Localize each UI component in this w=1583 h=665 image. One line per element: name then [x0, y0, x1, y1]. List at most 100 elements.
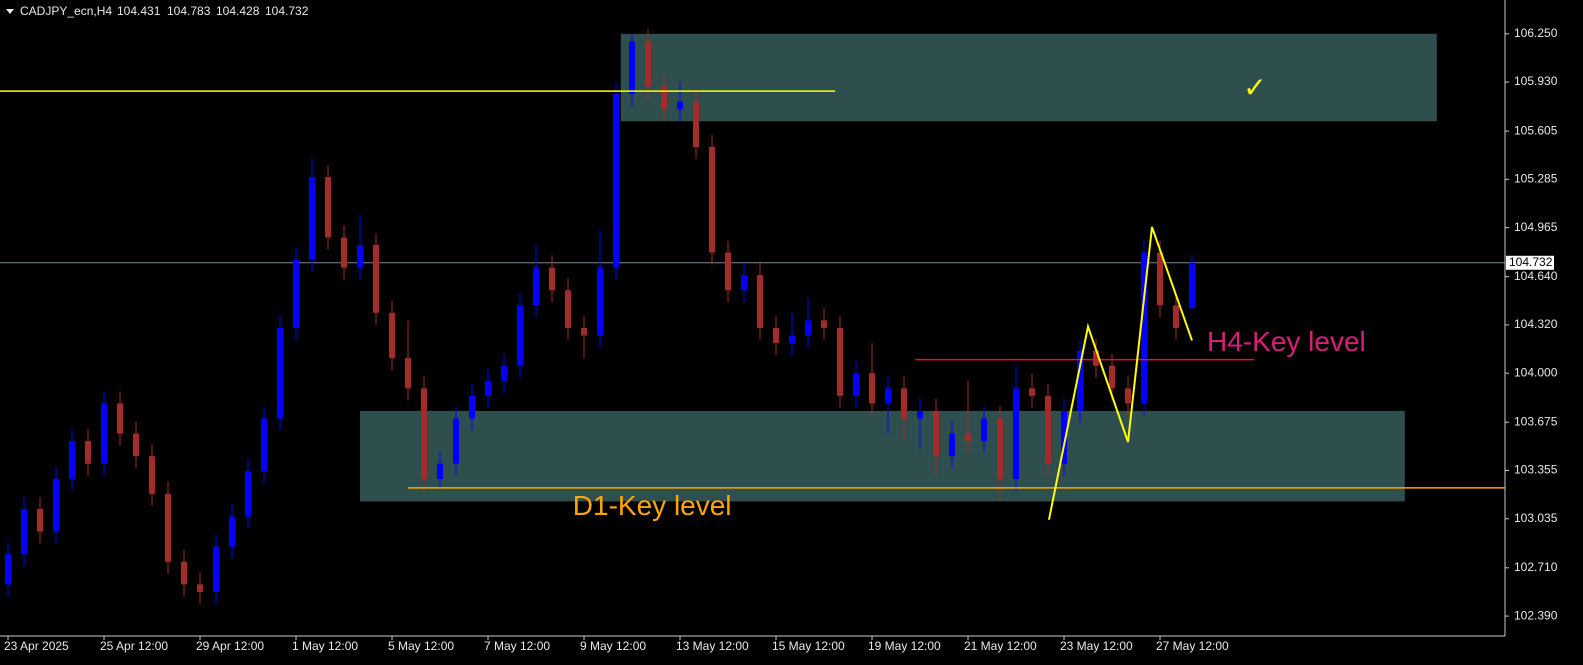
y-tick-label: 104.320: [1514, 317, 1558, 331]
header-low: 104.428: [216, 4, 260, 18]
candle-body: [101, 403, 107, 464]
candle-body: [117, 403, 123, 434]
candle-body: [1125, 388, 1131, 404]
y-tick-label: 102.390: [1514, 608, 1558, 622]
candle-body: [85, 441, 91, 464]
candle-body: [549, 267, 555, 291]
candle-body: [469, 395, 475, 419]
candle-body: [533, 267, 539, 306]
candle-body: [949, 433, 955, 457]
x-tick-label: 23 Apr 2025: [4, 639, 69, 653]
x-tick-label: 1 May 12:00: [292, 639, 358, 653]
x-tick-label: 15 May 12:00: [772, 639, 845, 653]
x-tick-label: 23 May 12:00: [1060, 639, 1133, 653]
annotation-label: ✓: [1243, 72, 1266, 103]
candle-body: [581, 327, 587, 336]
candle-body: [245, 471, 251, 517]
x-tick-label: 9 May 12:00: [580, 639, 646, 653]
candle-body: [325, 177, 331, 238]
zone: [360, 410, 1405, 502]
x-tick-label: 21 May 12:00: [964, 639, 1037, 653]
candle-body: [693, 101, 699, 147]
candle-body: [677, 101, 683, 110]
price-label: 104.732: [1509, 255, 1553, 269]
y-tick-label: 104.965: [1514, 220, 1558, 234]
annotation-label: H4-Key level: [1207, 326, 1366, 357]
candle-body: [261, 418, 267, 472]
x-tick-label: 13 May 12:00: [676, 639, 749, 653]
candle-body: [37, 508, 43, 532]
candle-body: [5, 554, 11, 585]
candle-body: [1109, 365, 1115, 389]
y-tick-label: 104.000: [1514, 365, 1558, 379]
candle-body: [293, 260, 299, 328]
candle-body: [885, 388, 891, 404]
y-tick-label: 103.035: [1514, 511, 1558, 525]
candle-body: [1061, 410, 1067, 464]
candle-body: [709, 146, 715, 253]
zigzag-line: [1047, 226, 1193, 520]
candle-body: [133, 433, 139, 457]
y-tick-label: 103.675: [1514, 414, 1558, 428]
header-high: 104.783: [167, 4, 211, 18]
candle-body: [1045, 395, 1051, 464]
candle-body: [21, 508, 27, 555]
candle-body: [373, 244, 379, 313]
y-tick-label: 106.250: [1514, 26, 1558, 40]
candle-body: [837, 327, 843, 396]
candle-body: [181, 561, 187, 585]
candle-body: [1141, 252, 1147, 404]
y-tick-label: 103.355: [1514, 463, 1558, 477]
y-tick-label: 105.930: [1514, 74, 1558, 88]
candle-body: [805, 320, 811, 336]
candle-body: [405, 358, 411, 389]
candle-body: [453, 418, 459, 464]
candle-body: [1189, 262, 1195, 309]
candle-body: [165, 493, 171, 562]
candle-body: [597, 267, 603, 336]
candle-body: [341, 237, 347, 268]
candle-body: [933, 410, 939, 457]
candle-body: [517, 305, 523, 366]
candle-body: [661, 86, 667, 110]
candle-body: [613, 94, 619, 268]
candle-body: [997, 418, 1003, 479]
header-close: 104.732: [265, 4, 309, 18]
annotation-label: D1-Key level: [573, 490, 732, 521]
candle-body: [901, 388, 907, 419]
candle-body: [981, 418, 987, 442]
x-tick-label: 25 Apr 12:00: [100, 639, 168, 653]
candle-body: [309, 177, 315, 261]
candle-body: [1157, 252, 1163, 306]
candle-body: [357, 244, 363, 268]
price-label-box: [1506, 255, 1554, 270]
x-tick-label: 7 May 12:00: [484, 639, 550, 653]
candle-body: [789, 335, 795, 344]
zone: [620, 33, 1437, 122]
candle-body: [437, 463, 443, 479]
candle-body: [773, 327, 779, 344]
candle-body: [757, 275, 763, 328]
plot: [0, 29, 1505, 605]
candle-body: [821, 320, 827, 328]
candle-body: [149, 456, 155, 494]
candle-body: [869, 373, 875, 404]
x-tick-label: 29 Apr 12:00: [196, 639, 264, 653]
symbol: CADJPY_ecn,H4: [20, 4, 112, 18]
candle-body: [1173, 305, 1179, 328]
candle-body: [389, 312, 395, 359]
candle-body: [229, 516, 235, 547]
x-tick-label: 5 May 12:00: [388, 639, 454, 653]
candle-body: [645, 41, 651, 87]
candle-body: [1093, 350, 1099, 366]
candle-body: [53, 478, 59, 532]
candle-body: [421, 388, 427, 479]
header-triangle: [6, 9, 14, 14]
candle-body: [741, 275, 747, 291]
y-tick-label: 105.605: [1514, 123, 1558, 137]
x-tick-label: 19 May 12:00: [868, 639, 941, 653]
candle-body: [725, 252, 731, 291]
candle-body: [965, 433, 971, 442]
candle-body: [1013, 388, 1019, 479]
